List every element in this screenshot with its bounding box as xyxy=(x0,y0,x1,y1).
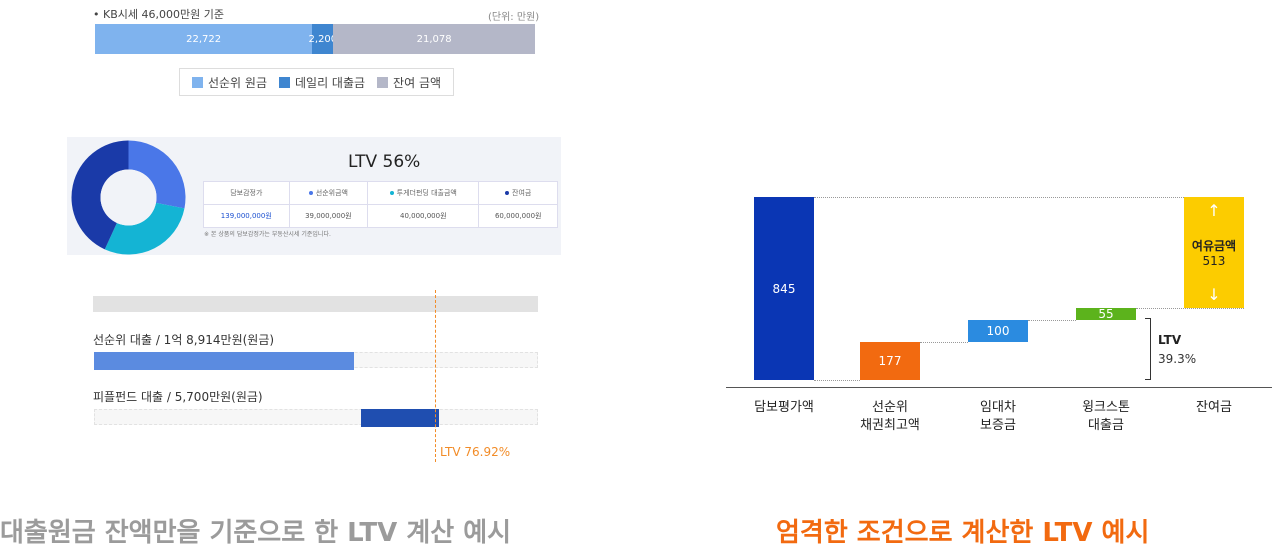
connector-step xyxy=(1028,320,1076,321)
legend-item-1: 데일리 대출금 xyxy=(278,74,366,91)
x-tick-label: 윙크스톤 대출금 xyxy=(1082,400,1130,433)
connector-top xyxy=(814,197,1184,198)
x-tick-label: 선순위 채권최고액 xyxy=(860,400,920,433)
arrow-down-icon: ↓ xyxy=(1207,285,1221,305)
waterfall-bar-1: 177 xyxy=(860,341,920,380)
table-header-cell: 투게더펀딩 대출금액 xyxy=(367,181,480,205)
unit-label: (단위: 만원) xyxy=(488,12,540,23)
waterfall-bar-2: 100 xyxy=(968,320,1028,342)
legend-item-2: 잔여 금액 xyxy=(377,74,441,91)
donut-slice-2 xyxy=(71,140,129,250)
donut-slice-0 xyxy=(128,140,186,209)
stacked-segment-2: 21,078 xyxy=(333,24,535,54)
donut-title: LTV 56% xyxy=(348,152,421,172)
donut-hole xyxy=(100,169,157,226)
table-note: ※ 본 상품의 담보감정가는 부동산시세 기준입니다. xyxy=(204,231,331,238)
legend-dot xyxy=(389,191,394,195)
kb-price-note: • KB시세 46,000만원 기준 xyxy=(93,8,224,21)
ltv-bracket xyxy=(1145,318,1151,380)
pfund-fill xyxy=(360,409,439,427)
x-tick-label: 담보평가액 xyxy=(754,400,814,415)
senior-loan-label: 선순위 대출 / 1억 8,914만원(원금) xyxy=(93,333,275,347)
x-tick-label: 잔여금 xyxy=(1196,400,1232,415)
legend-label: 데일리 대출금 xyxy=(294,75,366,90)
right-caption: 엄격한 조건으로 계산한 LTV 예시 xyxy=(776,518,1150,548)
legend-label: 선순위 원금 xyxy=(207,75,267,90)
ltv-bracket-label: LTV xyxy=(1158,333,1182,347)
waterfall-bar-0: 845 xyxy=(754,197,814,380)
ltv-76-label: LTV 76.92% xyxy=(440,445,511,459)
gray-header-bar xyxy=(93,296,538,312)
legend-dot xyxy=(505,191,510,195)
table-value-cell: 139,000,000원 xyxy=(203,204,290,228)
stacked-segment-1: 2,200 xyxy=(309,24,337,54)
legend-item-0: 선순위 원금 xyxy=(191,74,267,91)
table-header-cell: 잔여금 xyxy=(478,181,558,205)
connector-base xyxy=(814,380,860,381)
arrow-up-icon: ↑ xyxy=(1207,201,1221,220)
stacked-segment-0: 22,722 xyxy=(95,24,313,54)
stacked-bar: 22,722 2,200 21,078 xyxy=(95,24,535,54)
legend-swatch xyxy=(191,76,203,88)
pfund-track xyxy=(94,409,538,425)
connector-ltv-top xyxy=(1136,308,1244,310)
waterfall-bar-4: ↑ 여유금액 513 ↓ xyxy=(1184,197,1244,309)
table-header-cell: 선순위금액 xyxy=(288,181,369,205)
left-caption: 대출원금 잔액만을 기준으로 한 LTV 계산 예시 xyxy=(0,518,512,548)
donut-slice-1 xyxy=(104,202,185,255)
connector-step xyxy=(920,341,968,343)
donut-chart xyxy=(71,140,186,255)
legend-swatch xyxy=(278,76,290,88)
legend-dot xyxy=(308,191,313,195)
bar-value: 513 xyxy=(1202,254,1226,269)
legend-swatch xyxy=(377,76,389,88)
bar-label: 여유금액 xyxy=(1191,239,1237,254)
stacked-legend: 선순위 원금 데일리 대출금 잔여 금액 xyxy=(179,68,454,96)
table-value-cell: 39,000,000원 xyxy=(288,204,369,228)
x-axis xyxy=(726,387,1272,388)
table-header-cell: 담보감정가 xyxy=(203,181,290,205)
x-tick-label: 임대차 보증금 xyxy=(980,400,1016,433)
ltv-bracket-value: 39.3% xyxy=(1158,352,1197,366)
senior-fill xyxy=(94,352,354,370)
pfund-loan-label: 피플펀드 대출 / 5,700만원(원금) xyxy=(93,390,263,404)
ltv-line xyxy=(435,290,436,462)
waterfall-bar-3: 55 xyxy=(1076,307,1136,321)
ltv-table: 담보감정가 선순위금액 투게더펀딩 대출금액 잔여금 139,000,000원 39,0… xyxy=(203,181,558,228)
table-value-cell: 40,000,000원 xyxy=(367,204,480,228)
table-value-cell: 60,000,000원 xyxy=(478,204,558,228)
legend-label: 잔여 금액 xyxy=(393,75,442,90)
